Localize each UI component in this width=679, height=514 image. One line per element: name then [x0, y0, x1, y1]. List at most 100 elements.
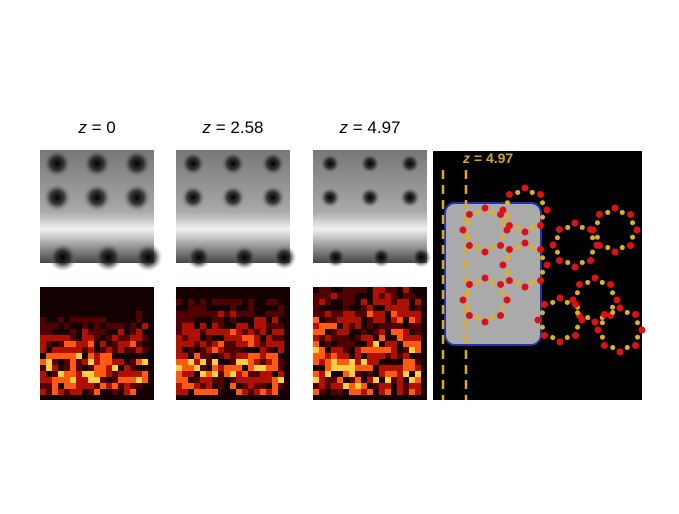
oxygen-atom: [497, 242, 505, 250]
heatmap-cell: [278, 329, 284, 335]
heatmap-cell: [94, 329, 100, 335]
heatmap-cell: [82, 371, 88, 377]
heatmap-cell: [343, 347, 349, 353]
heatmap-cell: [385, 377, 391, 383]
heatmap-cell: [218, 299, 224, 305]
heatmap-cell: [182, 353, 188, 359]
heatmap-cell: [319, 389, 325, 395]
heatmap-cell: [343, 353, 349, 359]
heatmap-cell: [100, 365, 106, 371]
heatmap-cell: [206, 347, 212, 353]
heatmap-cell: [212, 311, 218, 317]
heatmap-cell: [206, 329, 212, 335]
heatmap-cell: [403, 347, 409, 353]
heatmap-cell: [319, 371, 325, 377]
oxygen-atom: [632, 310, 640, 318]
heatmap-cell: [194, 335, 200, 341]
heatmap-cell: [88, 329, 94, 335]
heatmap-cell: [40, 323, 46, 329]
column-label: z = 4.97: [339, 118, 401, 137]
heatmap-cell: [230, 311, 236, 317]
heatmap-cell: [331, 383, 337, 389]
heatmap-cell: [52, 359, 58, 365]
heatmap-cell: [64, 365, 70, 371]
heatmap-cell: [397, 377, 403, 383]
heatmap-cell: [391, 299, 397, 305]
heatmap-cell: [242, 335, 248, 341]
oxygen-atom: [537, 190, 545, 198]
heatmap-cell: [331, 377, 337, 383]
heatmap-cell: [88, 347, 94, 353]
heatmap-cell: [88, 353, 94, 359]
heatmap-cell: [313, 299, 319, 305]
heatmap-cell: [118, 341, 124, 347]
heatmap-cell: [52, 347, 58, 353]
silicon-atom: [554, 249, 560, 255]
heatmap-cell: [272, 389, 278, 395]
heatmap-cell: [379, 299, 385, 305]
oxygen-atom: [521, 239, 529, 247]
heatmap-cell: [313, 377, 319, 383]
heatmap-cell: [194, 329, 200, 335]
heatmap-cell: [182, 317, 188, 323]
heatmap-cell: [278, 371, 284, 377]
heatmap-cell: [182, 365, 188, 371]
heatmap-cell: [52, 383, 58, 389]
heatmap-cell: [82, 341, 88, 347]
heatmap-cell: [403, 299, 409, 305]
heatmap-cell: [337, 383, 343, 389]
heatmap-cell: [88, 335, 94, 341]
heatmap-cell: [70, 371, 76, 377]
heatmap-cell: [230, 341, 236, 347]
heatmap-cell: [64, 371, 70, 377]
heatmap-cell: [224, 341, 230, 347]
oxygen-atom: [505, 277, 513, 285]
heatmap-cell: [409, 311, 415, 317]
heatmap-cell: [355, 377, 361, 383]
heatmap-cell: [319, 299, 325, 305]
oxygen-atom: [537, 222, 545, 230]
silicon-atom: [489, 315, 495, 321]
heatmap-cell: [278, 335, 284, 341]
heatmap-cell: [88, 365, 94, 371]
heatmap-cell: [343, 317, 349, 323]
heatmap-cell: [260, 365, 266, 371]
heatmap-cell: [224, 353, 230, 359]
heatmap-cell: [218, 323, 224, 329]
heatmap-cell: [176, 383, 182, 389]
heatmap-cell: [182, 311, 188, 317]
heatmap-cell: [337, 365, 343, 371]
heatmap-cell: [70, 317, 76, 323]
oxygen-atom: [589, 226, 597, 234]
afm-hole: [260, 185, 285, 210]
heatmap-cell: [331, 317, 337, 323]
heatmap-cell: [355, 365, 361, 371]
heatmap-cell: [76, 341, 82, 347]
heatmap-cell: [248, 341, 254, 347]
heatmap-cell: [188, 323, 194, 329]
silicon-atom: [464, 234, 470, 240]
heatmap-cell: [194, 353, 200, 359]
oxygen-atom: [521, 283, 529, 291]
heatmap-cell: [58, 353, 64, 359]
heatmap-cell: [272, 359, 278, 365]
heatmap-cell: [136, 335, 142, 341]
heatmap-cell: [272, 323, 278, 329]
heatmap-cell: [266, 347, 272, 353]
silicon-atom: [464, 220, 470, 226]
silicon-atom: [500, 290, 506, 296]
heatmap-cell: [58, 377, 64, 383]
oxygen-atom: [632, 342, 640, 350]
heatmap-cell: [112, 377, 118, 383]
heatmap-cell: [218, 377, 224, 383]
heatmap-cell: [40, 389, 46, 395]
afm-hole: [260, 151, 285, 176]
heatmap-cell: [391, 353, 397, 359]
silicon-atom: [475, 315, 481, 321]
oxygen-atom: [499, 261, 507, 269]
oxygen-atom: [481, 318, 489, 326]
heatmap-cell: [106, 347, 112, 353]
heatmap-cell: [46, 359, 52, 365]
heatmap-cell: [337, 377, 343, 383]
